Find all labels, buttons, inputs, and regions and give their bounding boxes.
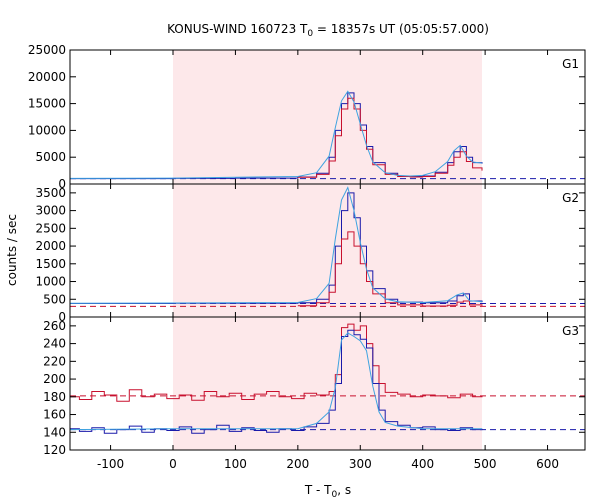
x-tick-label: 400 (411, 457, 434, 471)
panel-g2-series-1 (297, 231, 483, 307)
panel-g1-ytick-label: 10000 (28, 123, 66, 137)
panel-g2-ytick-label: 2000 (35, 239, 66, 253)
x-tick-label: 300 (349, 457, 372, 471)
x-axis-label: T - T0, s (304, 483, 351, 500)
panel-g1-name-label: G1 (562, 57, 579, 71)
panel-g2-name-label: G2 (562, 191, 579, 205)
panel-g2-series-0 (70, 192, 483, 304)
panel-g3-series-0 (70, 323, 483, 402)
panel-g1-ytick-label: 5000 (35, 150, 66, 164)
panel-g3-ytick-label: 160 (43, 408, 66, 422)
panel-g2-ytick-label: 1000 (35, 275, 66, 289)
panel-g3-ytick-label: 200 (43, 372, 66, 386)
panel-g1-series-2 (69, 90, 483, 179)
panel-g1-ytick-label: 20000 (28, 70, 66, 84)
panel-g3-ytick-label: 260 (43, 319, 66, 333)
panel-g3-ytick-label: 120 (43, 443, 66, 457)
panels-group: 0500010000150002000025000G10500100015002… (28, 43, 586, 471)
panel-g2-ytick-label: 500 (43, 292, 66, 306)
x-tick-label: 500 (474, 457, 497, 471)
x-tick-label: 100 (224, 457, 247, 471)
panel-g1-ytick-label: 0 (58, 177, 66, 191)
chart-title: KONUS-WIND 160723 T0 = 18357s UT (05:05:… (167, 22, 489, 39)
panel-g3-frame (69, 316, 586, 451)
panel-g3-name-label: G3 (562, 324, 579, 338)
panel-g2-ytick-label: 1500 (35, 257, 66, 271)
panel-g3-shaded-interval (173, 317, 482, 450)
panel-g2-series-2 (69, 186, 483, 304)
x-tick-label: 0 (169, 457, 177, 471)
panel-g1-ytick-label: 25000 (28, 43, 66, 57)
panel-g1-ytick-label: 15000 (28, 97, 66, 111)
x-tick-label: 200 (286, 457, 309, 471)
panel-g3-ytick-label: 220 (43, 354, 66, 368)
panel-g2-ytick-label: 3500 (35, 186, 66, 200)
panel-g2-ytick-label: 0 (58, 310, 66, 324)
x-tick-label: -100 (97, 457, 124, 471)
panel-g1-series-1 (297, 97, 483, 178)
panel-g3-ytick-label: 140 (43, 425, 66, 439)
panel-g3-series-2 (69, 332, 482, 431)
panel-g1-shaded-interval (173, 50, 482, 184)
panel-g2-ytick-label: 3000 (35, 204, 66, 218)
panel-g2-shaded-interval (173, 184, 482, 317)
x-tick-label: 600 (536, 457, 559, 471)
y-axis-label: counts / sec (5, 214, 19, 286)
panel-g3-ytick-label: 180 (43, 390, 66, 404)
panel-g2-ytick-label: 2500 (35, 221, 66, 235)
panel-g3-ytick-label: 240 (43, 337, 66, 351)
